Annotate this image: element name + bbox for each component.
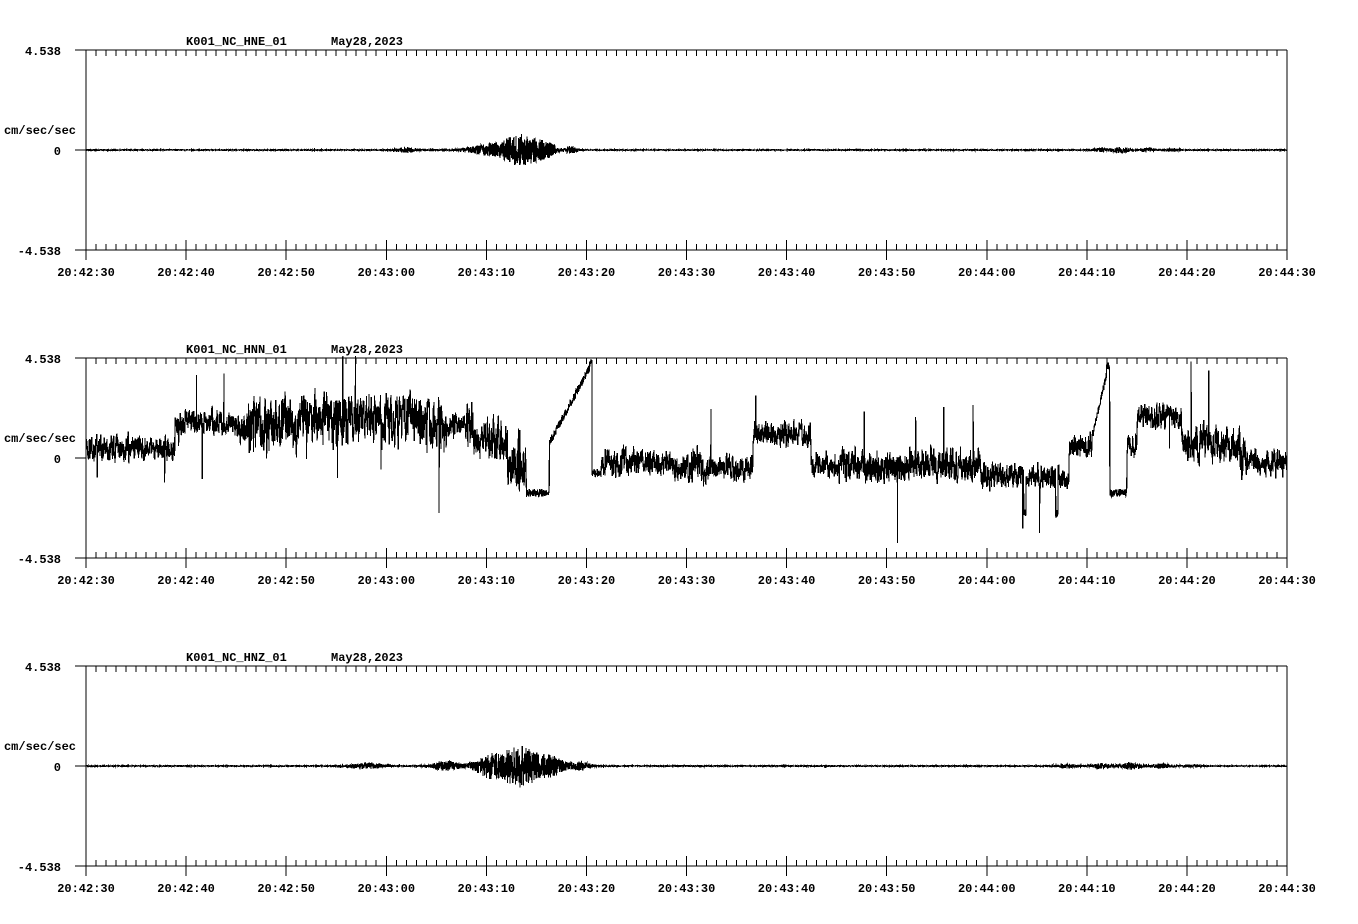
svg-text:20:44:20: 20:44:20 [1158, 882, 1216, 896]
svg-text:-4.538: -4.538 [18, 861, 61, 875]
svg-text:20:42:40: 20:42:40 [157, 574, 215, 588]
svg-text:20:43:40: 20:43:40 [758, 574, 816, 588]
svg-text:20:43:30: 20:43:30 [658, 882, 716, 896]
svg-text:-4.538: -4.538 [18, 245, 61, 259]
svg-text:K001_NC_HNZ_01: K001_NC_HNZ_01 [186, 651, 287, 665]
svg-text:K001_NC_HNE_01: K001_NC_HNE_01 [186, 35, 287, 49]
svg-text:20:42:30: 20:42:30 [57, 882, 115, 896]
svg-text:20:42:50: 20:42:50 [257, 574, 315, 588]
svg-text:0: 0 [54, 145, 61, 159]
svg-text:20:42:30: 20:42:30 [57, 266, 115, 280]
svg-text:20:43:30: 20:43:30 [658, 574, 716, 588]
svg-text:20:42:50: 20:42:50 [257, 266, 315, 280]
svg-text:20:43:10: 20:43:10 [458, 266, 516, 280]
svg-text:20:43:10: 20:43:10 [458, 574, 516, 588]
svg-text:20:43:50: 20:43:50 [858, 882, 916, 896]
svg-text:20:42:50: 20:42:50 [257, 882, 315, 896]
svg-text:-4.538: -4.538 [18, 553, 61, 567]
svg-text:20:44:10: 20:44:10 [1058, 882, 1116, 896]
svg-text:20:43:10: 20:43:10 [458, 882, 516, 896]
svg-text:20:42:30: 20:42:30 [57, 574, 115, 588]
svg-text:20:43:20: 20:43:20 [558, 574, 616, 588]
svg-text:cm/sec/sec: cm/sec/sec [4, 432, 76, 446]
svg-text:20:43:20: 20:43:20 [558, 266, 616, 280]
svg-text:20:44:00: 20:44:00 [958, 882, 1016, 896]
svg-text:May28,2023: May28,2023 [331, 35, 403, 49]
svg-text:20:43:40: 20:43:40 [758, 266, 816, 280]
svg-text:cm/sec/sec: cm/sec/sec [4, 740, 76, 754]
svg-text:20:44:30: 20:44:30 [1258, 266, 1316, 280]
svg-text:20:44:20: 20:44:20 [1158, 574, 1216, 588]
svg-text:20:44:10: 20:44:10 [1058, 574, 1116, 588]
svg-text:20:43:40: 20:43:40 [758, 882, 816, 896]
svg-text:May28,2023: May28,2023 [331, 651, 403, 665]
svg-text:20:44:20: 20:44:20 [1158, 266, 1216, 280]
svg-text:20:43:20: 20:43:20 [558, 882, 616, 896]
svg-text:20:44:30: 20:44:30 [1258, 574, 1316, 588]
svg-text:May28,2023: May28,2023 [331, 343, 403, 357]
svg-text:4.538: 4.538 [25, 45, 61, 59]
svg-text:20:44:00: 20:44:00 [958, 574, 1016, 588]
svg-text:0: 0 [54, 453, 61, 467]
svg-text:20:42:40: 20:42:40 [157, 266, 215, 280]
svg-text:20:43:30: 20:43:30 [658, 266, 716, 280]
svg-text:20:43:00: 20:43:00 [357, 882, 415, 896]
svg-text:4.538: 4.538 [25, 661, 61, 675]
svg-text:20:44:00: 20:44:00 [958, 266, 1016, 280]
svg-text:20:43:00: 20:43:00 [357, 266, 415, 280]
svg-text:4.538: 4.538 [25, 353, 61, 367]
svg-text:20:44:30: 20:44:30 [1258, 882, 1316, 896]
svg-text:cm/sec/sec: cm/sec/sec [4, 124, 76, 138]
svg-text:0: 0 [54, 761, 61, 775]
svg-text:20:43:50: 20:43:50 [858, 574, 916, 588]
svg-text:20:43:50: 20:43:50 [858, 266, 916, 280]
svg-text:20:43:00: 20:43:00 [357, 574, 415, 588]
svg-text:20:42:40: 20:42:40 [157, 882, 215, 896]
svg-text:20:44:10: 20:44:10 [1058, 266, 1116, 280]
svg-text:K001_NC_HNN_01: K001_NC_HNN_01 [186, 343, 287, 357]
